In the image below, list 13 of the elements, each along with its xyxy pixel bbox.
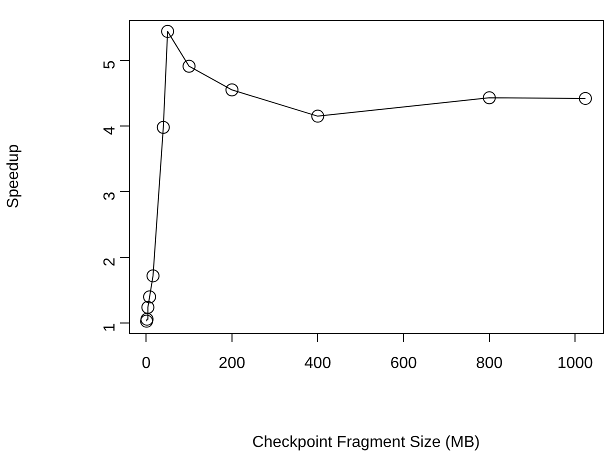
y-axis-title: Speedup (5, 144, 22, 208)
x-axis-title: Checkpoint Fragment Size (MB) (252, 434, 480, 451)
x-tick-label: 1000 (557, 355, 594, 372)
x-tick-label: 400 (304, 355, 332, 372)
x-tick-label: 600 (390, 355, 417, 372)
y-tick-label: 2 (101, 257, 118, 266)
y-tick-label: 5 (101, 60, 118, 70)
y-tick-label: 3 (101, 192, 118, 201)
x-tick-label: 800 (476, 355, 503, 372)
x-tick-label: 0 (142, 355, 151, 372)
y-tick-label: 1 (101, 323, 118, 332)
y-tick-label: 4 (101, 126, 118, 135)
x-tick-label: 200 (218, 355, 246, 372)
